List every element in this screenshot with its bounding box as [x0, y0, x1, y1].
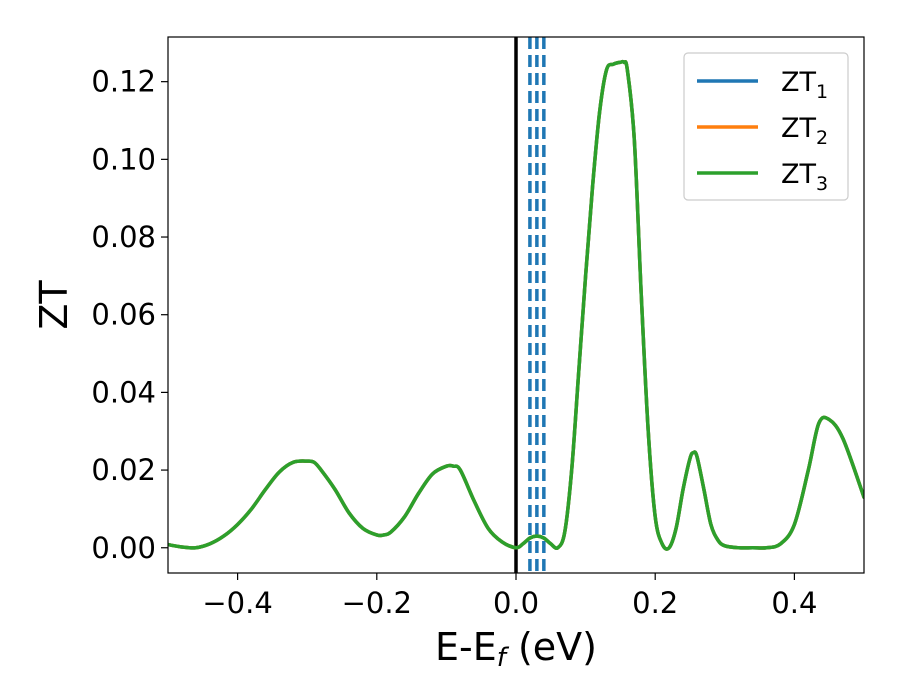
y-tick-label: 0.04: [91, 375, 156, 409]
x-tick-label: 0.2: [632, 586, 678, 620]
legend-label-zt2: ZT2: [781, 113, 828, 149]
legend: ZT1 ZT2 ZT3: [683, 52, 849, 201]
y-tick-label: 0.10: [91, 142, 156, 176]
x-tick-label: 0.0: [493, 586, 539, 620]
x-tick-label: 0.4: [771, 586, 817, 620]
y-tick-label: 0.02: [91, 453, 156, 487]
x-axis-title-unit: (eV): [506, 625, 597, 669]
legend-label-zt1: ZT1: [781, 67, 828, 103]
y-tick-label: 0.08: [91, 220, 156, 254]
y-tick-label: 0.06: [91, 298, 156, 332]
series-line-zt3: [168, 59, 864, 551]
y-tick-label: 0.00: [91, 531, 156, 565]
y-axis: 0.00 0.02 0.04 0.06 0.08 0.10 0.12: [91, 65, 168, 565]
x-axis: −0.4 −0.2 0.0 0.2 0.4: [202, 573, 817, 620]
x-tick-label: −0.4: [202, 586, 272, 620]
plot-area: [168, 37, 864, 573]
x-axis-title: E-Ef (eV): [435, 625, 597, 673]
x-tick-label: −0.2: [342, 586, 412, 620]
x-axis-title-main: E-E: [435, 625, 497, 669]
legend-box: [683, 52, 849, 201]
legend-label-zt3: ZT3: [781, 159, 828, 195]
y-tick-label: 0.12: [91, 65, 156, 99]
y-axis-title: ZT: [32, 280, 76, 330]
